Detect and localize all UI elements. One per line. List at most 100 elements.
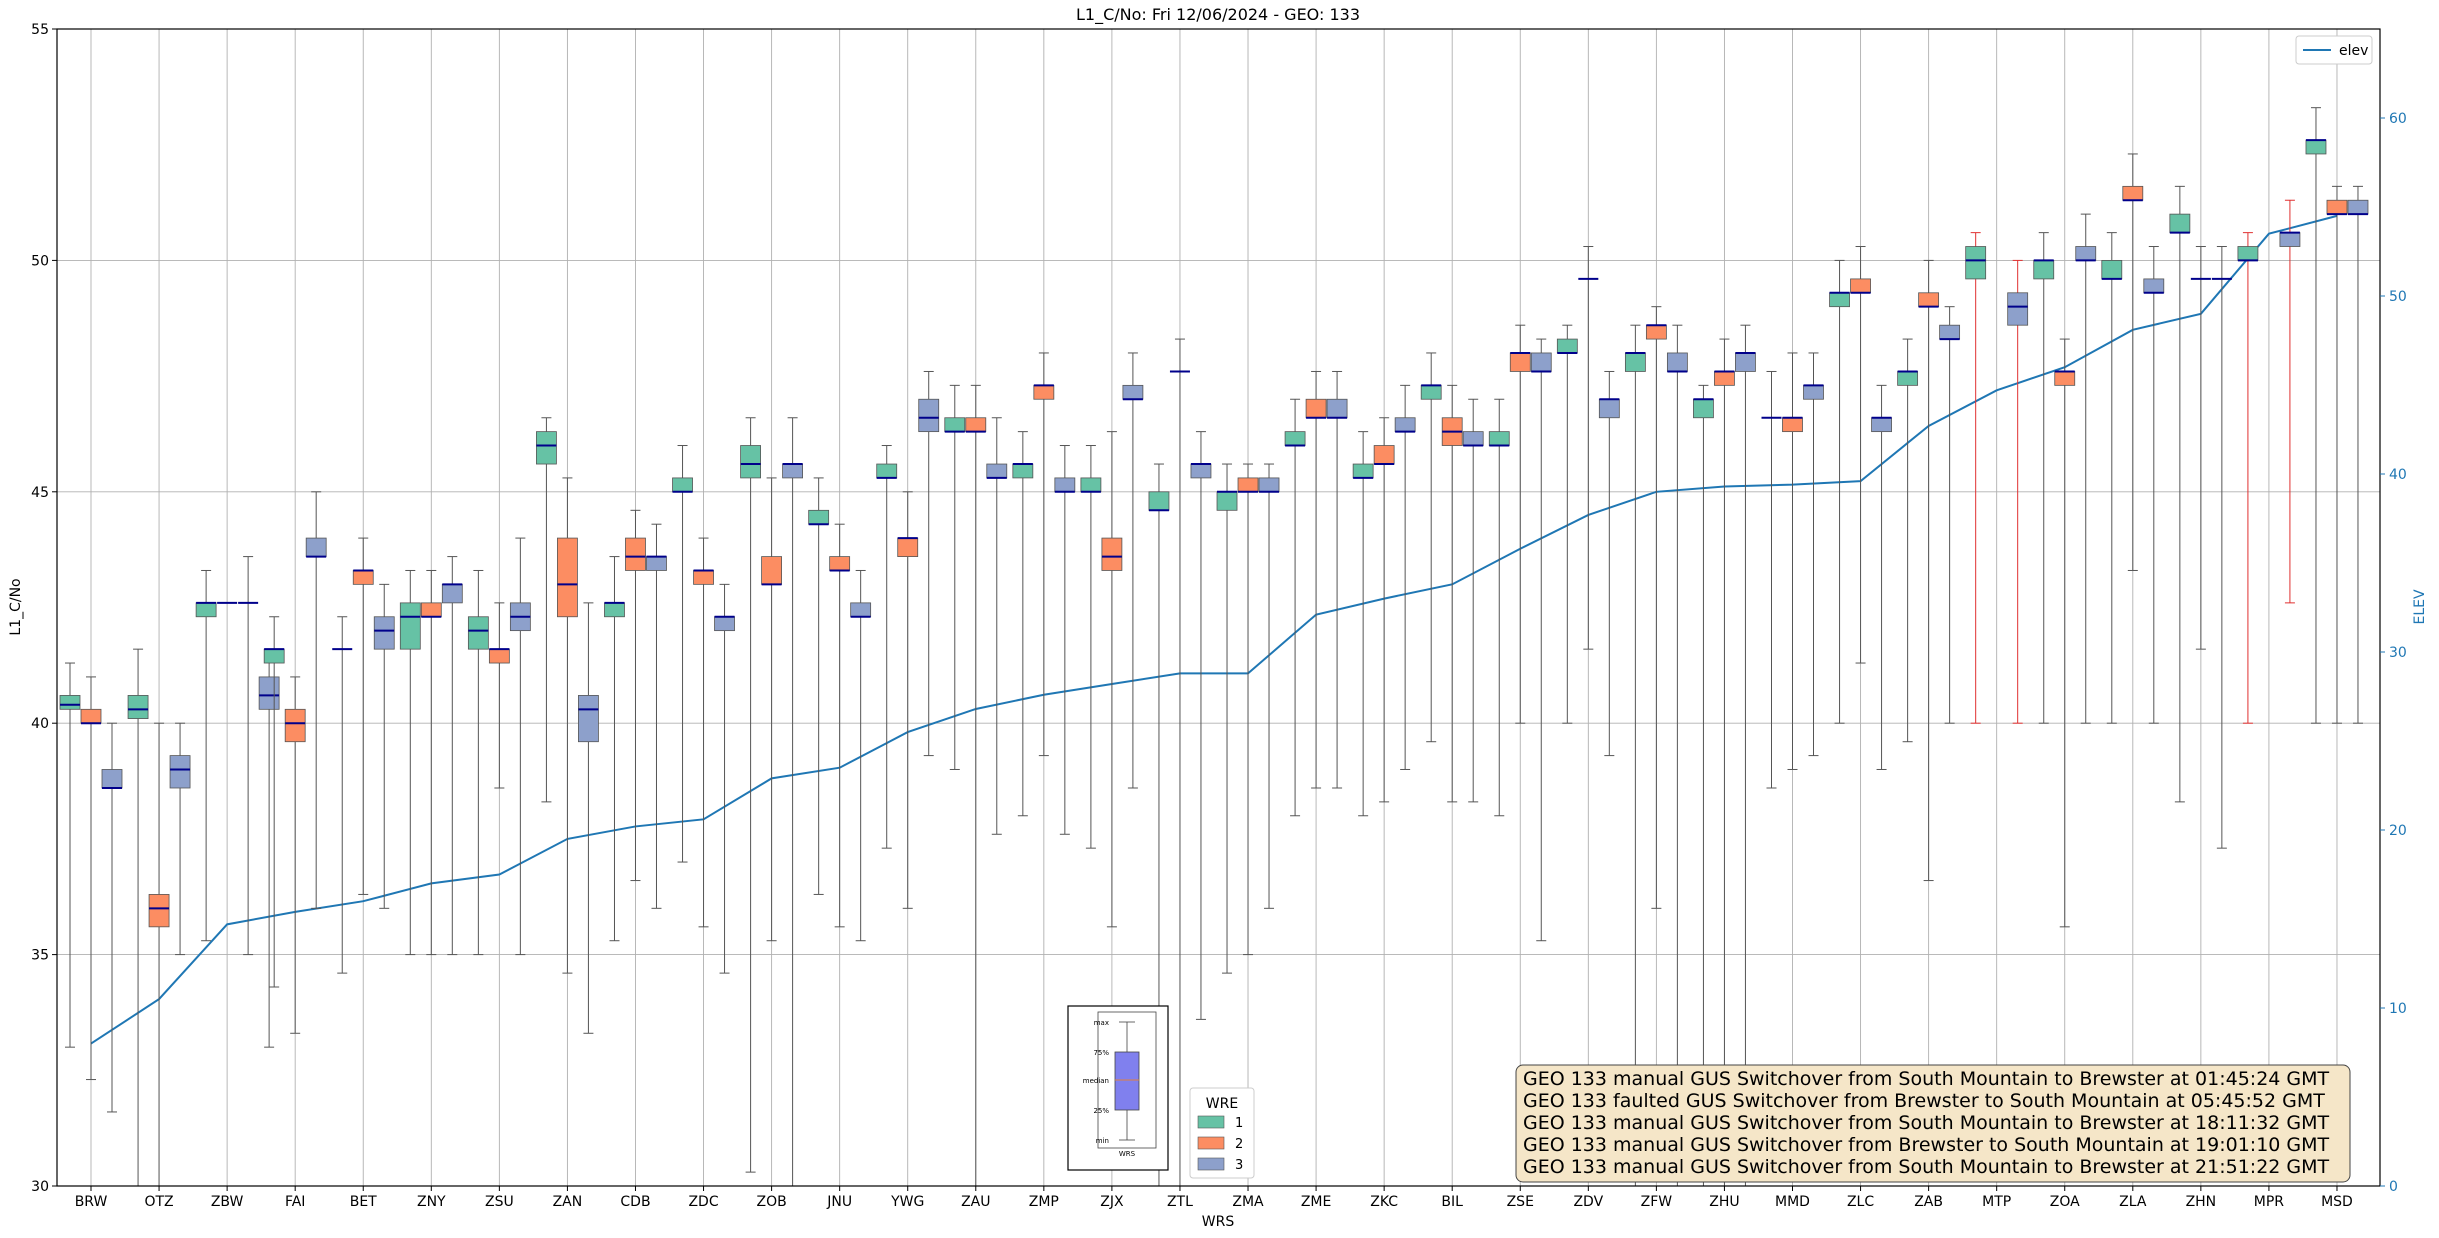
x-tick-label: JNU <box>826 1194 852 1210</box>
box-plot <box>1394 384 1416 770</box>
plot-frame <box>56 28 2381 1187</box>
box-plot <box>557 477 578 974</box>
x-tick-label: BRW <box>75 1194 108 1210</box>
box-plot <box>101 722 123 1113</box>
box-plot <box>2101 232 2123 724</box>
box-iqr <box>672 477 693 493</box>
box-iqr <box>1122 384 1144 400</box>
box-plot <box>714 583 735 974</box>
box-plot <box>1624 324 1646 1187</box>
box-plot <box>2211 246 2232 849</box>
box-plot <box>808 477 830 895</box>
box-plot <box>944 384 966 770</box>
box-plot <box>1305 370 1327 789</box>
x-tick-label: YWG <box>890 1194 924 1210</box>
y2-tick-label: 30 <box>2389 645 2407 661</box>
x-tick-label: MTP <box>1982 1194 2011 1210</box>
box-iqr <box>1965 246 1987 280</box>
box-iqr <box>1871 417 1892 433</box>
y2-axis-label: ELEV <box>2412 589 2428 624</box>
box-plot <box>332 616 353 974</box>
box-plot <box>1122 352 1144 789</box>
box-iqr <box>829 556 851 571</box>
box-iqr <box>127 695 149 719</box>
box-plot <box>2279 199 2301 604</box>
box-iqr <box>1918 292 1940 308</box>
annotation-line: GEO 133 manual GUS Switchover from South… <box>1523 1112 2330 1134</box>
box-iqr <box>488 648 510 664</box>
box-iqr <box>2007 292 2029 326</box>
box-plot <box>509 537 531 956</box>
box-iqr <box>284 708 306 743</box>
box-plot <box>1918 259 1940 882</box>
box-plot <box>646 523 667 909</box>
box-plot <box>1850 246 1871 664</box>
box-plot <box>1871 384 1892 770</box>
box-plot <box>1829 259 1850 724</box>
box-iqr <box>2169 213 2191 234</box>
box-iqr <box>1237 477 1259 493</box>
box-iqr <box>305 537 327 557</box>
box-plot <box>1666 324 1688 1187</box>
elev-layer <box>90 214 2338 1045</box>
box-plot <box>1258 463 1280 909</box>
box-iqr <box>1462 431 1484 446</box>
box-plot <box>1101 431 1123 928</box>
x-tick-label: CDB <box>620 1194 650 1210</box>
box-key-median: median <box>1083 1077 1109 1085</box>
x-tick-label: ZFW <box>1641 1194 1673 1210</box>
box-key-xlabel: WRS <box>1119 1150 1136 1158</box>
box-plot <box>1352 431 1374 817</box>
box-key: max 75% median 25% min WRS <box>1067 1005 1169 1171</box>
x-tick-label: ZSE <box>1507 1194 1534 1210</box>
x-tick-label: MMD <box>1775 1194 1810 1210</box>
y2-tick-label: 0 <box>2389 1179 2398 1195</box>
box-iqr <box>1352 463 1374 479</box>
box-iqr <box>420 602 442 618</box>
box-key-q3: 75% <box>1093 1049 1109 1057</box>
x-tick-label: ZLA <box>2119 1194 2147 1210</box>
box-iqr <box>1645 324 1667 340</box>
box-iqr <box>1829 292 1850 308</box>
x-axis-label: WRS <box>1202 1214 1235 1230</box>
box-iqr <box>536 431 557 465</box>
box-iqr <box>2237 246 2259 261</box>
box-iqr <box>1598 398 1620 419</box>
x-tick-label: ZME <box>1301 1194 1332 1210</box>
elev-legend: elev <box>2295 35 2373 65</box>
wre-legend-swatch-3 <box>1197 1157 1225 1171</box>
box-iqr <box>2347 199 2369 215</box>
x-tick-label: ZOA <box>2050 1194 2080 1210</box>
box-plot <box>2143 246 2165 724</box>
box-iqr <box>2033 259 2055 280</box>
box-iqr <box>2075 246 2097 261</box>
x-tick-label: MSD <box>2321 1194 2353 1210</box>
box-iqr <box>1735 352 1756 372</box>
y2-tick-label: 10 <box>2389 1001 2407 1017</box>
box-iqr <box>2305 139 2327 155</box>
chart-title: L1_C/No: Fri 12/06/2024 - GEO: 133 <box>1076 5 1360 25</box>
x-tick-label: ZHN <box>2186 1194 2217 1210</box>
box-iqr <box>1394 417 1416 433</box>
box-iqr <box>263 648 285 664</box>
box-iqr <box>1148 491 1170 511</box>
axis-layer: BRW OTZ ZBW FAI BET ZNY ZSU ZAN CDB ZDC ZOB JNU YWG Z… <box>31 22 2407 1210</box>
box-plot <box>2007 259 2029 724</box>
box-iqr <box>876 463 898 479</box>
box-plot <box>488 602 510 789</box>
y-tick-label: 55 <box>31 22 49 38</box>
box-key-max: max <box>1094 1019 1109 1027</box>
wre-legend-label-2: 2 <box>1235 1137 1243 1152</box>
box-plot <box>441 556 463 956</box>
box-plot <box>1782 352 1803 770</box>
wre-legend-swatch-2 <box>1197 1136 1225 1150</box>
box-plot <box>850 569 872 942</box>
box-plot <box>263 616 285 988</box>
y2-tick-label: 50 <box>2389 289 2407 305</box>
box-plot <box>604 556 625 942</box>
box-iqr <box>1305 398 1327 419</box>
box-iqr <box>1556 338 1578 354</box>
box-iqr <box>1488 431 1510 446</box>
box-plot <box>1761 370 1782 789</box>
